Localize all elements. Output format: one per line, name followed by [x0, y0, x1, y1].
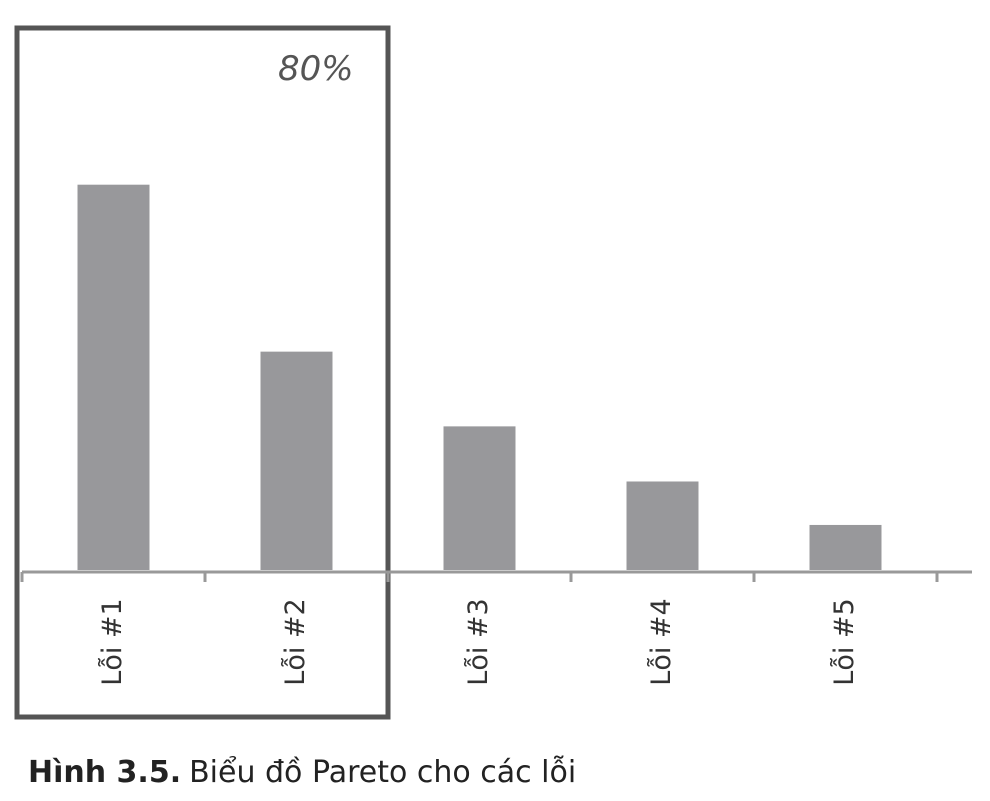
- caption-label: Hình 3.5.: [28, 755, 181, 790]
- bar: [443, 426, 516, 570]
- x-tick-label: Lỗi #1: [97, 598, 128, 685]
- bar: [626, 481, 699, 570]
- highlight-box: [14, 25, 391, 720]
- x-tick-label: Lỗi #2: [280, 598, 311, 685]
- x-tick-label: Lỗi #4: [646, 598, 677, 685]
- bar: [260, 351, 333, 570]
- x-tick-label: Lỗi #5: [829, 598, 860, 685]
- axis-ticks: [20, 572, 939, 582]
- x-tick-label: Lỗi #3: [463, 598, 494, 685]
- caption: Hình 3.5. Biểu đồ Pareto cho các lỗi: [28, 754, 576, 790]
- bar: [809, 524, 882, 570]
- caption-text: Biểu đồ Pareto cho các lỗi: [189, 754, 576, 790]
- bar: [77, 184, 150, 570]
- annotation: 80%: [278, 49, 354, 89]
